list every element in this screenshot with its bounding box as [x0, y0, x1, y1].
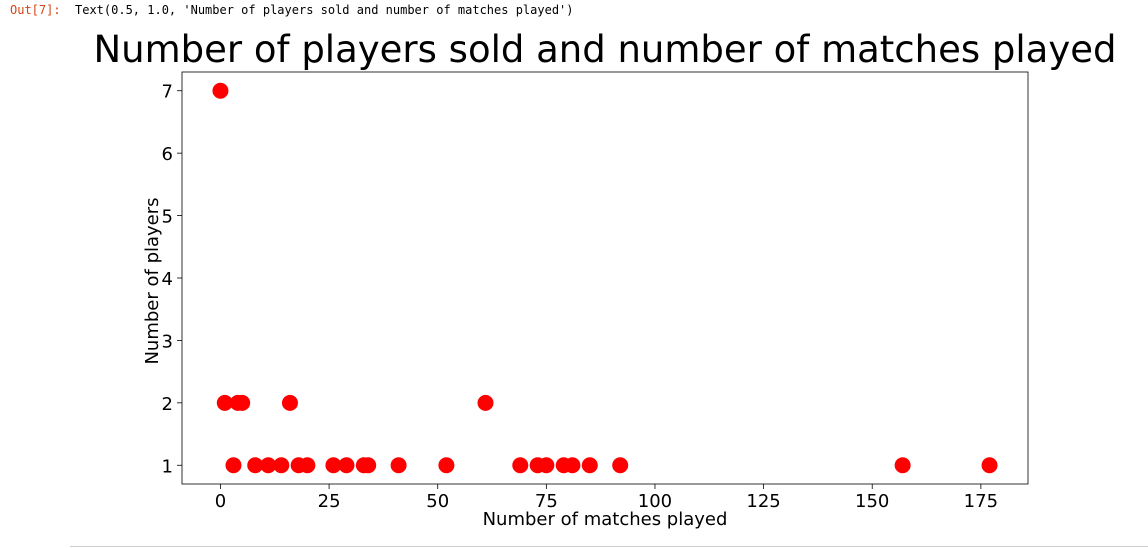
- data-point: [390, 457, 407, 474]
- y-tick-label: 4: [162, 269, 173, 290]
- x-tick-label: 150: [855, 491, 889, 512]
- y-tick-label: 7: [162, 82, 173, 103]
- x-tick-label: 175: [964, 491, 998, 512]
- data-point: [612, 457, 629, 474]
- data-point: [299, 457, 316, 474]
- data-point: [216, 394, 233, 411]
- data-point: [281, 394, 298, 411]
- data-point: [477, 394, 494, 411]
- data-point: [360, 457, 377, 474]
- data-point: [225, 457, 242, 474]
- data-point: [581, 457, 598, 474]
- data-point: [234, 394, 251, 411]
- data-point: [512, 457, 529, 474]
- data-point: [538, 457, 555, 474]
- y-tick-label: 5: [162, 207, 173, 228]
- data-point: [247, 457, 264, 474]
- data-point: [260, 457, 277, 474]
- data-point: [325, 457, 342, 474]
- x-tick-label: 125: [746, 491, 780, 512]
- data-point: [564, 457, 581, 474]
- y-tick-label: 3: [162, 331, 173, 352]
- out-prompt: Out[7]:: [10, 3, 61, 17]
- data-point: [212, 82, 229, 99]
- y-ticks: 1 2 3 4 5 6 7: [162, 82, 182, 477]
- points-layer: [212, 82, 998, 474]
- x-tick-label: 50: [426, 491, 449, 512]
- plot-frame: [181, 71, 1029, 485]
- x-tick-label: 25: [318, 491, 341, 512]
- y-tick-label: 2: [162, 394, 173, 415]
- x-tick-label: 100: [638, 491, 672, 512]
- data-point: [273, 457, 290, 474]
- data-point: [981, 457, 998, 474]
- data-point: [438, 457, 455, 474]
- y-tick-label: 1: [162, 456, 173, 477]
- y-axis-label: Number of players: [142, 197, 163, 364]
- x-tick-label: 0: [215, 491, 226, 512]
- x-axis-label: Number of matches played: [483, 509, 728, 530]
- chart-title: Number of players sold and number of mat…: [93, 28, 1117, 71]
- data-point: [338, 457, 355, 474]
- x-ticks: 0 25 50 75 100 125 150 175: [215, 484, 998, 512]
- out-text: Text(0.5, 1.0, 'Number of players sold a…: [75, 3, 574, 17]
- data-point: [894, 457, 911, 474]
- y-tick-label: 6: [162, 144, 173, 165]
- x-tick-label: 75: [535, 491, 558, 512]
- cell-divider: [70, 546, 1148, 547]
